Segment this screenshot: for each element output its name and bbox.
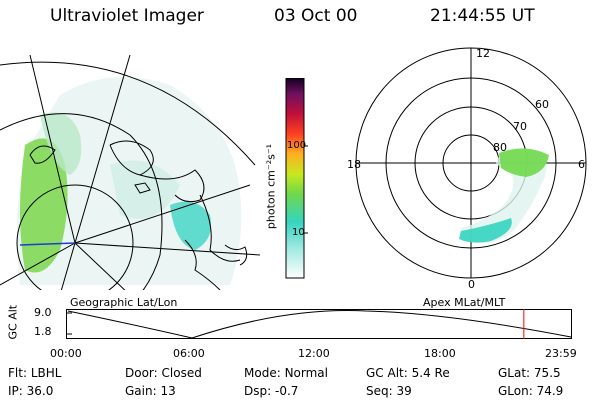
mlt-label-12: 12 <box>476 47 490 60</box>
altitude-plot <box>66 309 572 339</box>
polar-plot <box>355 47 587 279</box>
altitude-tick-low: 1.8 <box>34 325 52 338</box>
date-label: 03 Oct 00 <box>274 6 358 26</box>
instrument-title: Ultraviolet Imager <box>50 6 204 26</box>
time-label: 21:44:55 UT <box>430 6 535 26</box>
lat-label-70: 70 <box>513 120 527 133</box>
colorbar <box>285 78 308 279</box>
info-door: Door: Closed <box>125 366 202 380</box>
colorbar-unit-label: photon cm⁻²s⁻¹ <box>264 143 278 230</box>
mlt-label-0: 0 <box>468 278 475 291</box>
coastline <box>29 140 248 290</box>
aurora-blob-east <box>170 201 211 250</box>
info-glat: GLat: 75.5 <box>498 366 561 380</box>
geographic-panel-label: Geographic Lat/Lon <box>70 296 178 309</box>
info-gc-alt: GC Alt: 5.4 Re <box>366 366 450 380</box>
time-tick-1800: 18:00 <box>424 347 456 360</box>
aurora-oval-day <box>499 148 549 177</box>
info-ip: IP: 36.0 <box>8 384 54 398</box>
time-tick-0600: 06:00 <box>173 347 205 360</box>
aurora-band-west <box>20 138 68 273</box>
time-tick-1200: 12:00 <box>298 347 330 360</box>
time-tick-2359: 23:59 <box>545 347 577 360</box>
info-seq: Seq: 39 <box>366 384 412 398</box>
time-tick-0000: 00:00 <box>50 347 82 360</box>
info-filter: Flt: LBHL <box>8 366 62 380</box>
mlt-label-18: 18 <box>347 158 361 171</box>
altitude-tick-high: 9.0 <box>34 306 52 319</box>
info-dsp: Dsp: -0.7 <box>244 384 299 398</box>
colorbar-tick-100: 100 <box>287 140 307 151</box>
info-glon: GLon: 74.9 <box>498 384 564 398</box>
aurora-oval-night <box>459 218 512 243</box>
lat-label-60: 60 <box>535 98 549 111</box>
mlt-label-6: 6 <box>578 158 585 171</box>
info-mode: Mode: Normal <box>244 366 328 380</box>
altitude-axis-label: GC Alt <box>6 304 20 340</box>
altitude-curve <box>67 310 572 339</box>
lat-label-80: 80 <box>493 141 507 154</box>
apex-panel-label: Apex MLat/MLT <box>423 296 506 309</box>
info-gain: Gain: 13 <box>125 384 176 398</box>
colorbar-tick-10: 10 <box>292 227 305 238</box>
geographic-map <box>0 55 260 290</box>
